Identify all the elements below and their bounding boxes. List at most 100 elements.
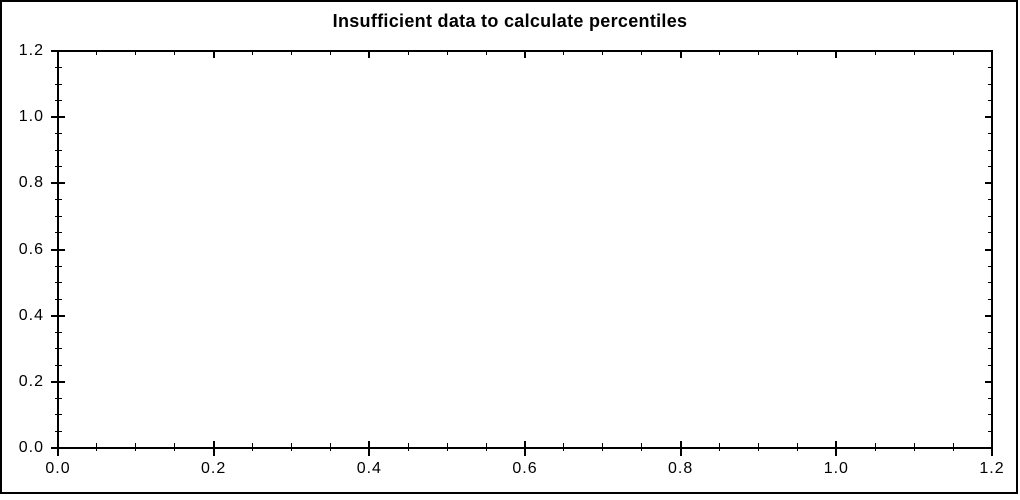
x-minor-tick bbox=[252, 443, 254, 451]
y-minor-tick bbox=[54, 331, 62, 333]
y-minor-tick-right bbox=[988, 215, 992, 217]
x-minor-tick bbox=[641, 443, 643, 451]
x-minor-tick bbox=[602, 443, 604, 451]
x-minor-tick-top bbox=[602, 51, 604, 55]
y-major-tick-right bbox=[985, 447, 992, 449]
y-major-tick-right bbox=[985, 182, 992, 185]
y-major-tick bbox=[51, 182, 65, 185]
x-minor-tick bbox=[485, 443, 487, 451]
x-tick-label: 0.0 bbox=[45, 460, 71, 477]
y-minor-tick-right bbox=[988, 331, 992, 333]
x-major-tick bbox=[835, 441, 838, 456]
y-minor-tick-right bbox=[988, 149, 992, 151]
y-tick-label: 0.4 bbox=[18, 306, 44, 324]
y-minor-tick-right bbox=[988, 364, 992, 366]
x-minor-tick-top bbox=[96, 51, 98, 55]
x-major-tick bbox=[524, 441, 526, 456]
y-minor-tick bbox=[54, 133, 62, 135]
y-minor-tick bbox=[54, 149, 62, 151]
y-minor-tick bbox=[54, 232, 62, 234]
y-minor-tick bbox=[54, 364, 62, 366]
y-minor-tick bbox=[54, 166, 62, 168]
x-minor-tick-top bbox=[641, 51, 643, 55]
y-minor-tick-right bbox=[988, 232, 992, 234]
x-major-tick bbox=[368, 441, 371, 456]
x-major-tick-top bbox=[524, 51, 526, 58]
y-minor-tick-right bbox=[988, 282, 992, 284]
x-major-tick bbox=[212, 441, 215, 456]
y-minor-tick-right bbox=[988, 430, 992, 432]
y-minor-tick bbox=[54, 298, 62, 300]
x-major-tick bbox=[679, 441, 682, 456]
x-tick-label: 0.8 bbox=[668, 460, 694, 477]
y-minor-tick-right bbox=[988, 298, 992, 300]
x-major-tick-top bbox=[212, 51, 215, 58]
y-minor-tick-right bbox=[988, 166, 992, 168]
y-minor-tick bbox=[54, 83, 62, 85]
y-tick-label: 1.2 bbox=[18, 42, 44, 59]
x-minor-tick-top bbox=[913, 51, 915, 55]
y-major-tick bbox=[51, 116, 65, 119]
y-minor-tick bbox=[54, 265, 62, 267]
y-minor-tick bbox=[54, 430, 62, 432]
x-minor-tick-top bbox=[252, 51, 254, 55]
y-minor-tick bbox=[54, 199, 62, 201]
x-minor-tick-top bbox=[485, 51, 487, 55]
y-major-tick bbox=[51, 314, 65, 317]
y-minor-tick-right bbox=[988, 67, 992, 69]
x-tick-label: 0.6 bbox=[512, 460, 538, 477]
y-tick-label: 0.6 bbox=[18, 240, 44, 258]
y-minor-tick bbox=[54, 282, 62, 284]
y-tick-label: 0.2 bbox=[18, 372, 44, 390]
y-minor-tick bbox=[54, 397, 62, 399]
x-minor-tick-top bbox=[796, 51, 798, 55]
x-minor-tick-top bbox=[563, 51, 565, 55]
x-tick-label: 0.2 bbox=[201, 460, 227, 477]
x-minor-tick bbox=[758, 443, 759, 451]
x-minor-tick bbox=[563, 443, 565, 451]
y-minor-tick-right bbox=[988, 199, 992, 201]
x-minor-tick bbox=[407, 443, 409, 451]
y-minor-tick-right bbox=[988, 414, 992, 416]
x-minor-tick bbox=[796, 443, 798, 451]
x-minor-tick bbox=[135, 443, 137, 451]
y-major-tick-right bbox=[985, 248, 992, 251]
x-major-tick-top bbox=[57, 51, 59, 58]
x-minor-tick-top bbox=[874, 51, 876, 55]
y-minor-tick-right bbox=[988, 397, 992, 399]
x-minor-tick-top bbox=[758, 51, 759, 55]
chart-title: Insufficient data to calculate percentil… bbox=[332, 11, 688, 31]
y-major-tick bbox=[51, 447, 65, 449]
x-minor-tick-top bbox=[719, 51, 721, 55]
y-minor-tick-right bbox=[988, 265, 992, 267]
x-minor-tick bbox=[329, 443, 331, 451]
x-minor-tick-top bbox=[174, 51, 176, 55]
y-minor-tick-right bbox=[988, 133, 992, 135]
x-minor-tick bbox=[913, 443, 915, 451]
y-minor-tick bbox=[54, 414, 62, 416]
x-minor-tick-top bbox=[291, 51, 292, 55]
plot-area bbox=[57, 50, 993, 449]
y-major-tick-right bbox=[985, 50, 992, 52]
y-minor-tick-right bbox=[988, 348, 992, 350]
x-minor-tick-top bbox=[407, 51, 409, 55]
y-minor-tick-right bbox=[988, 100, 992, 102]
y-minor-tick bbox=[54, 348, 62, 350]
y-major-tick bbox=[51, 50, 65, 52]
x-minor-tick bbox=[96, 443, 98, 451]
y-major-tick-right bbox=[985, 116, 992, 119]
x-major-tick-top bbox=[991, 51, 993, 58]
x-tick-label: 1.2 bbox=[979, 460, 1005, 477]
x-major-tick-top bbox=[368, 51, 371, 58]
x-minor-tick bbox=[719, 443, 721, 451]
x-major-tick bbox=[991, 441, 993, 456]
y-tick-label: 1.0 bbox=[18, 108, 44, 126]
y-major-tick bbox=[51, 248, 65, 251]
y-tick-label: 0.8 bbox=[18, 174, 44, 192]
y-major-tick bbox=[51, 380, 65, 383]
y-minor-tick bbox=[54, 100, 62, 102]
x-minor-tick-top bbox=[329, 51, 331, 55]
y-minor-tick bbox=[54, 67, 62, 69]
x-minor-tick-top bbox=[135, 51, 137, 55]
